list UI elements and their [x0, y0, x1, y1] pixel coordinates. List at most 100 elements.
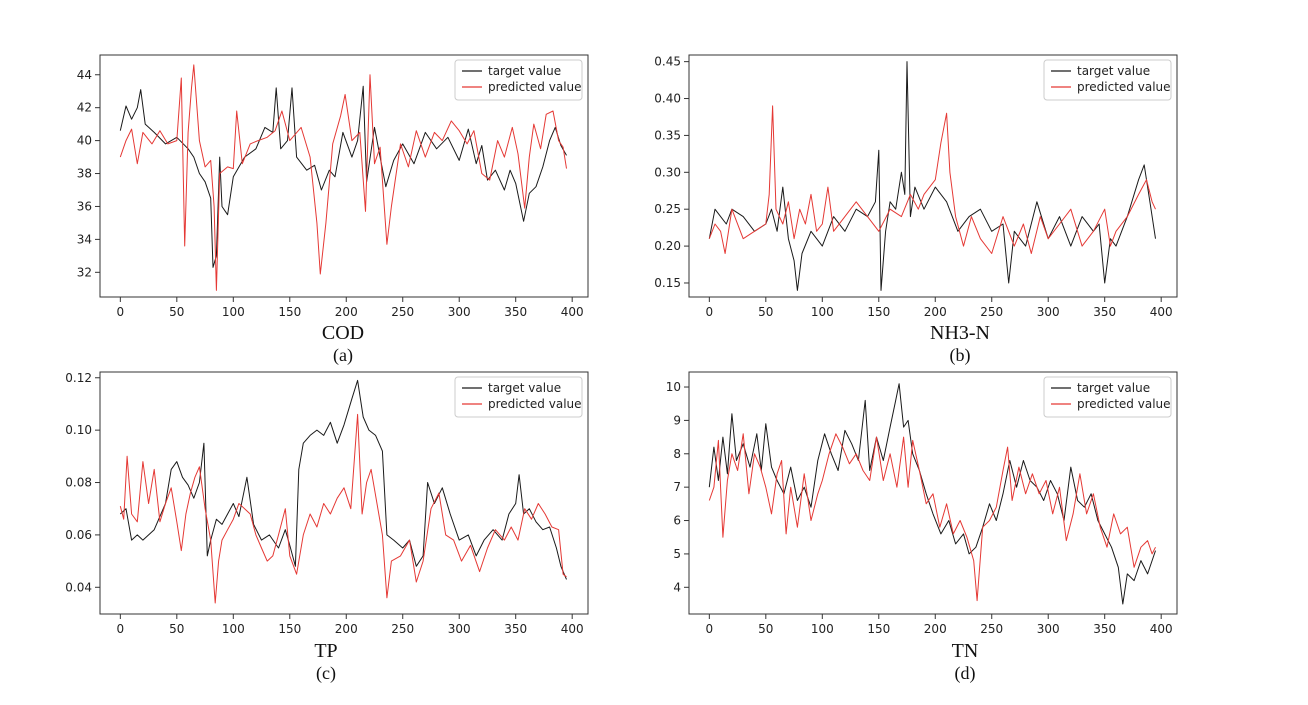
legend: target value predicted value — [1043, 59, 1172, 101]
y-tick-label: 0.30 — [654, 165, 681, 179]
y-tick-label: 0.12 — [65, 371, 92, 385]
y-tick-label: 32 — [77, 265, 92, 279]
y-tick-label: 0.25 — [654, 202, 681, 216]
x-tick-label: 100 — [811, 305, 834, 319]
legend-label: target value — [488, 381, 561, 395]
y-tick-label: 36 — [77, 199, 92, 213]
chart-3: 0 50 100 150 200 250 300 350 400 0.04 0.06 0.08 0.10… — [65, 371, 589, 636]
x-tick-label: 50 — [758, 622, 773, 636]
x-tick-label: 100 — [222, 622, 245, 636]
x-tick-label: 200 — [924, 622, 947, 636]
y-tick-label: 0.08 — [65, 476, 92, 490]
y-tick-label: 42 — [77, 101, 92, 115]
y-tick-label: 6 — [673, 514, 681, 528]
x-tick-label: 250 — [391, 622, 414, 636]
plot-frame — [688, 54, 1178, 298]
x-tick-label: 250 — [980, 622, 1003, 636]
x-tick-label: 350 — [1093, 622, 1116, 636]
legend: target value predicted value — [454, 59, 583, 101]
series-line-predicted — [119, 64, 567, 291]
legend-label: predicted value — [1077, 80, 1171, 94]
y-tick-label: 0.20 — [654, 239, 681, 253]
y-tick-label: 0.10 — [65, 423, 92, 437]
x-tick-label: 300 — [448, 622, 471, 636]
legend-label: target value — [1077, 64, 1150, 78]
x-tick-label: 0 — [706, 622, 714, 636]
x-tick-label: 0 — [117, 305, 125, 319]
caption-c-title: TP — [314, 640, 338, 662]
caption-a: COD (a) — [243, 322, 443, 366]
caption-d-title: TN — [951, 640, 979, 662]
caption-d-label: (d) — [954, 663, 976, 683]
x-tick-label: 400 — [1150, 622, 1173, 636]
caption-a-label: (a) — [333, 345, 353, 365]
x-tick-label: 200 — [924, 305, 947, 319]
series-line-predicted — [708, 105, 1156, 254]
y-tick-label: 0.45 — [654, 55, 681, 69]
x-tick-label: 150 — [867, 622, 890, 636]
chart-2: 0 50 100 150 200 250 300 350 400 0.15 0.20 0.25 0.30… — [654, 54, 1178, 319]
y-tick-label: 10 — [666, 380, 681, 394]
plot-frame — [99, 371, 589, 615]
y-tick-label: 0.06 — [65, 528, 92, 542]
chart-4: 0 50 100 150 200 250 300 350 400 4 5 6 7 8 9 10 target v… — [666, 371, 1178, 636]
series-line-target — [119, 85, 567, 268]
x-tick-label: 400 — [561, 622, 584, 636]
caption-c: TP (c) — [226, 640, 426, 684]
legend-box — [1043, 59, 1172, 101]
x-tick-label: 50 — [169, 305, 184, 319]
legend: target value predicted value — [1043, 376, 1172, 418]
x-tick-label: 0 — [706, 305, 714, 319]
series-line-target — [119, 379, 567, 580]
y-tick-label: 34 — [77, 232, 92, 246]
legend: target value predicted value — [454, 376, 583, 418]
x-tick-label: 400 — [1150, 305, 1173, 319]
y-tick-label: 9 — [673, 413, 681, 427]
x-tick-label: 150 — [278, 622, 301, 636]
series-line-target — [708, 61, 1156, 291]
legend-label: target value — [488, 64, 561, 78]
x-tick-label: 0 — [117, 622, 125, 636]
x-tick-label: 250 — [391, 305, 414, 319]
x-tick-label: 350 — [504, 622, 527, 636]
legend-box — [454, 376, 583, 418]
y-tick-label: 44 — [77, 68, 92, 82]
x-tick-label: 150 — [867, 305, 890, 319]
x-tick-label: 200 — [335, 305, 358, 319]
caption-c-label: (c) — [316, 663, 336, 683]
y-tick-label: 0.04 — [65, 580, 92, 594]
legend-box — [454, 59, 583, 101]
legend-box — [1043, 376, 1172, 418]
chart-1: 0 50 100 150 200 250 300 350 400 32 34 36 38 40 42 44 ta… — [77, 54, 589, 319]
x-tick-label: 150 — [278, 305, 301, 319]
plot-frame — [688, 371, 1178, 615]
legend-label: predicted value — [1077, 397, 1171, 411]
legend-label: predicted value — [488, 397, 582, 411]
x-tick-label: 300 — [1037, 305, 1060, 319]
y-tick-label: 0.15 — [654, 276, 681, 290]
caption-b-title: NH3-N — [930, 322, 990, 344]
x-tick-label: 300 — [448, 305, 471, 319]
y-tick-label: 40 — [77, 134, 92, 148]
x-tick-label: 350 — [1093, 305, 1116, 319]
y-tick-label: 0.35 — [654, 128, 681, 142]
x-tick-label: 300 — [1037, 622, 1060, 636]
x-tick-label: 100 — [811, 622, 834, 636]
caption-a-title: COD — [321, 322, 365, 344]
x-tick-label: 100 — [222, 305, 245, 319]
caption-d: TN (d) — [865, 640, 1065, 684]
y-tick-label: 4 — [673, 580, 681, 594]
series-line-predicted — [119, 413, 567, 604]
x-tick-label: 50 — [169, 622, 184, 636]
series-line-predicted — [708, 433, 1156, 602]
y-tick-label: 8 — [673, 447, 681, 461]
caption-b: NH3-N (b) — [860, 322, 1060, 366]
y-tick-label: 7 — [673, 480, 681, 494]
x-tick-label: 350 — [504, 305, 527, 319]
x-tick-label: 400 — [561, 305, 584, 319]
caption-b-label: (b) — [949, 345, 971, 365]
y-tick-label: 38 — [77, 167, 92, 181]
y-tick-label: 5 — [673, 547, 681, 561]
legend-label: target value — [1077, 381, 1150, 395]
